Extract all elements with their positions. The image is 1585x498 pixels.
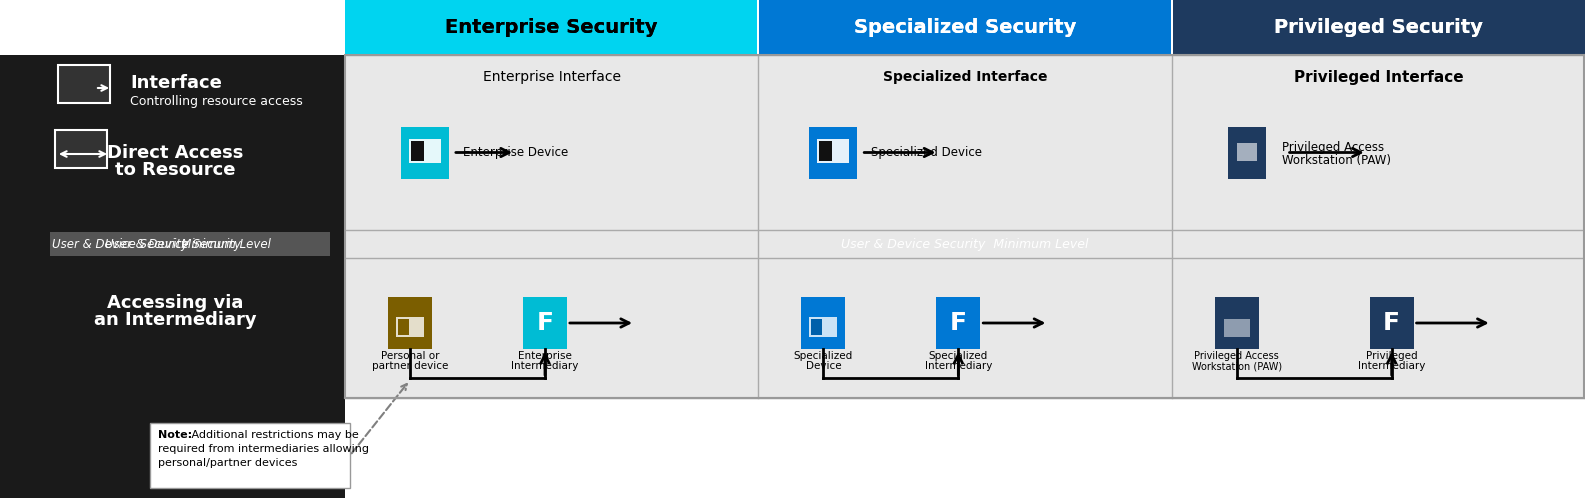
- Text: User & Device Security  Minimum Level: User & Device Security Minimum Level: [842, 238, 1089, 250]
- Text: F: F: [949, 311, 967, 335]
- Text: Privileged Interface: Privileged Interface: [1293, 70, 1463, 85]
- Text: Specialized: Specialized: [929, 351, 987, 361]
- FancyBboxPatch shape: [812, 319, 823, 335]
- Text: Specialized Device: Specialized Device: [872, 146, 983, 159]
- FancyBboxPatch shape: [346, 55, 1585, 398]
- FancyBboxPatch shape: [396, 317, 425, 337]
- Text: Enterprise Security: Enterprise Security: [445, 18, 658, 37]
- FancyBboxPatch shape: [810, 126, 857, 178]
- Text: to Resource: to Resource: [114, 161, 235, 179]
- Text: Privileged Access: Privileged Access: [1194, 351, 1279, 361]
- FancyBboxPatch shape: [346, 0, 756, 55]
- FancyBboxPatch shape: [151, 423, 350, 488]
- Text: Workstation (PAW): Workstation (PAW): [1192, 361, 1282, 371]
- FancyBboxPatch shape: [346, 0, 758, 55]
- FancyBboxPatch shape: [51, 232, 330, 256]
- FancyBboxPatch shape: [409, 138, 441, 162]
- Text: Specialized Interface: Specialized Interface: [883, 70, 1048, 84]
- Text: Privileged Security: Privileged Security: [1274, 18, 1484, 37]
- FancyBboxPatch shape: [1173, 0, 1585, 55]
- Text: User & Device Security: User & Device Security: [105, 238, 244, 250]
- FancyBboxPatch shape: [388, 297, 433, 349]
- FancyBboxPatch shape: [802, 297, 845, 349]
- Text: Note:: Note:: [158, 430, 192, 440]
- FancyBboxPatch shape: [810, 317, 837, 337]
- Text: Interface: Interface: [130, 74, 222, 92]
- Text: Privileged: Privileged: [1366, 351, 1417, 361]
- FancyBboxPatch shape: [55, 130, 108, 168]
- FancyBboxPatch shape: [0, 55, 346, 498]
- Text: Specialized Security: Specialized Security: [854, 18, 1076, 37]
- FancyBboxPatch shape: [0, 0, 1585, 55]
- Text: Direct Access: Direct Access: [106, 144, 243, 162]
- Text: Enterprise Security: Enterprise Security: [445, 18, 658, 37]
- FancyBboxPatch shape: [401, 126, 449, 178]
- Text: required from intermediaries allowing: required from intermediaries allowing: [158, 444, 369, 454]
- Text: partner device: partner device: [372, 361, 449, 371]
- FancyBboxPatch shape: [818, 138, 850, 162]
- FancyBboxPatch shape: [59, 65, 109, 103]
- FancyBboxPatch shape: [1214, 297, 1258, 349]
- FancyBboxPatch shape: [411, 140, 425, 160]
- Text: an Intermediary: an Intermediary: [94, 311, 257, 329]
- Text: User & Device Security: User & Device Security: [52, 238, 192, 250]
- Text: Specialized Security: Specialized Security: [854, 18, 1076, 37]
- FancyBboxPatch shape: [819, 140, 832, 160]
- FancyBboxPatch shape: [759, 0, 1171, 55]
- Text: Specialized: Specialized: [794, 351, 853, 361]
- Text: Additional restrictions may be: Additional restrictions may be: [189, 430, 358, 440]
- Text: Device: Device: [805, 361, 842, 371]
- Text: Privileged Security: Privileged Security: [1274, 18, 1484, 37]
- Text: Accessing via: Accessing via: [106, 294, 243, 312]
- Text: F: F: [536, 311, 553, 335]
- Text: Intermediary: Intermediary: [512, 361, 579, 371]
- FancyBboxPatch shape: [759, 0, 1171, 55]
- Text: Controlling resource access: Controlling resource access: [130, 95, 303, 108]
- Text: Workstation (PAW): Workstation (PAW): [1282, 154, 1390, 167]
- Text: F: F: [1384, 311, 1400, 335]
- Text: Enterprise Interface: Enterprise Interface: [483, 70, 621, 84]
- Text: Intermediary: Intermediary: [924, 361, 992, 371]
- Text: Privileged Access: Privileged Access: [1282, 141, 1384, 154]
- Text: Intermediary: Intermediary: [1358, 361, 1425, 371]
- Text: personal/partner devices: personal/partner devices: [158, 458, 298, 468]
- Text: Minimum Level: Minimum Level: [79, 238, 271, 250]
- FancyBboxPatch shape: [1236, 142, 1257, 160]
- FancyBboxPatch shape: [1369, 297, 1414, 349]
- FancyBboxPatch shape: [937, 297, 981, 349]
- Text: Personal or: Personal or: [380, 351, 439, 361]
- FancyBboxPatch shape: [523, 297, 567, 349]
- FancyBboxPatch shape: [1173, 0, 1585, 55]
- FancyBboxPatch shape: [1224, 319, 1249, 337]
- Text: Enterprise: Enterprise: [518, 351, 572, 361]
- FancyBboxPatch shape: [1228, 126, 1266, 178]
- FancyBboxPatch shape: [398, 319, 409, 335]
- Text: Enterprise Device: Enterprise Device: [463, 146, 569, 159]
